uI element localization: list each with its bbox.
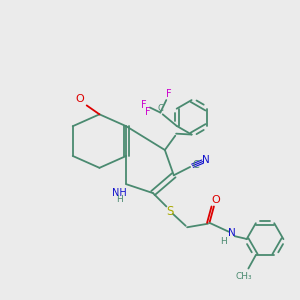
Text: C: C (192, 160, 199, 170)
Text: O: O (75, 94, 84, 103)
Text: F: F (145, 107, 150, 117)
Text: NH: NH (112, 188, 127, 197)
Text: H: H (116, 195, 123, 204)
Text: N: N (228, 228, 235, 238)
Text: C: C (158, 104, 163, 113)
Text: F: F (141, 100, 146, 110)
Text: F: F (166, 88, 172, 98)
Text: H: H (220, 237, 227, 246)
Text: S: S (166, 205, 174, 218)
Text: N: N (202, 155, 209, 165)
Text: CH₃: CH₃ (235, 272, 252, 281)
Text: O: O (212, 195, 220, 205)
